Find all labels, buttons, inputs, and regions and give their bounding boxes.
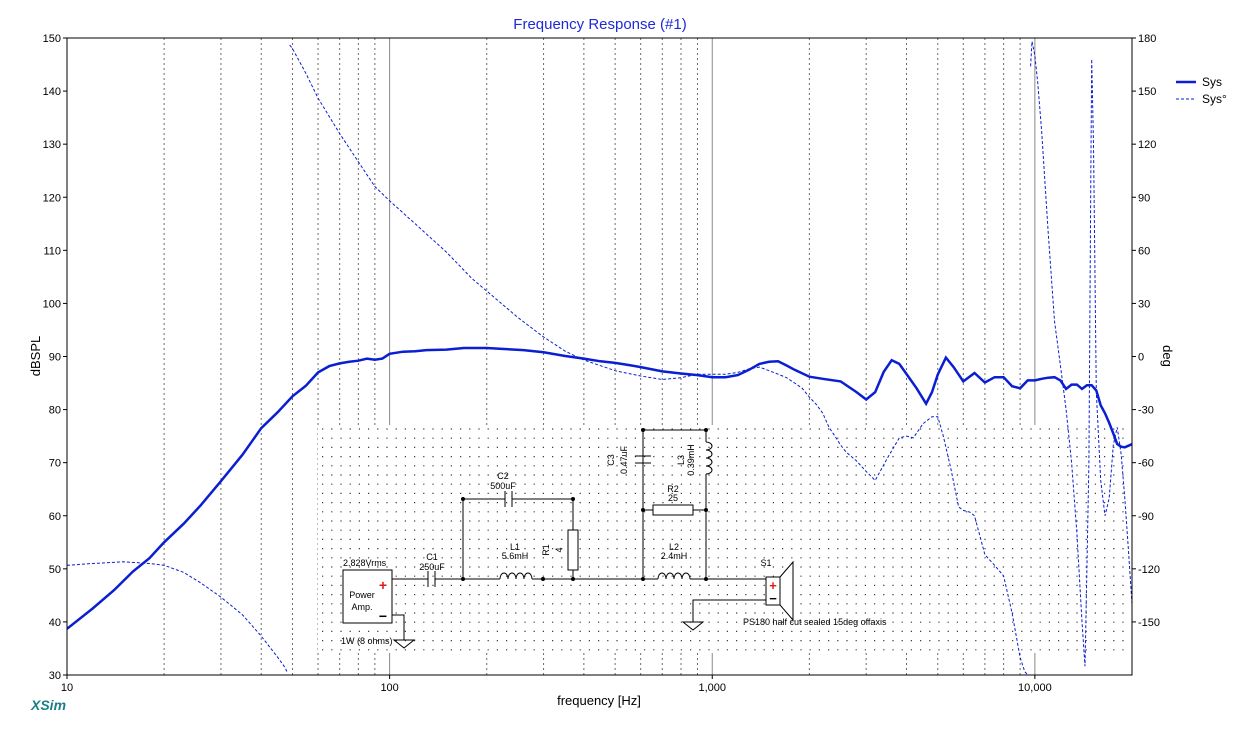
y2-tick-label: -60 [1138,458,1154,470]
schematic-junction [571,497,575,501]
l3-ref-label: L3 [676,455,686,465]
plot-traces [67,41,1132,675]
amplifier-block [342,569,393,624]
schematic-dot-grid [322,428,1124,651]
c1-ref-label: C1 [426,552,438,562]
y2-tick-label: 30 [1138,298,1150,310]
driver-ground-wire [692,599,766,622]
schematic-junction [704,508,708,512]
amplifier-power-label: 1W (8 ohms) [341,636,393,646]
s1-ref-label: S1 [760,558,771,568]
schematic-junction [541,577,545,581]
x-tick-label: 10,000 [1018,682,1052,694]
y-tick-label: 50 [49,564,61,576]
schematic-junction [641,508,645,512]
l2-ref-label: L2 [669,542,679,552]
y2-tick-label: 60 [1138,245,1150,257]
inductor-l3 [705,441,713,475]
xsim-logo: XSim [31,697,67,713]
ground-symbol [392,639,416,649]
schematic-junction [571,577,575,581]
r1-value-label: 4 [554,547,564,552]
y2-tick-label: -150 [1138,617,1160,629]
y2-tick-label: 0 [1138,352,1144,364]
amp-plus-terminal: + [379,577,387,593]
y-tick-label: 60 [49,511,61,523]
y-tick-label: 130 [43,139,61,151]
r2-value-label: 25 [668,493,678,503]
y-tick-label: 150 [43,33,61,45]
ground-symbol [681,621,705,631]
resistor-r1 [567,529,579,571]
c3-value-label: 0.47uF [619,445,629,474]
axis-ticks: 30405060708090100110120130140150-150-120… [43,33,1160,694]
amp-minus-terminal: − [379,608,387,624]
r2-ref-label: R2 [667,484,679,494]
chart-title: Frequency Response (#1) [513,16,686,33]
legend-label-sys: Sys [1202,75,1222,89]
y-tick-label: 100 [43,298,61,310]
resistor-r2 [652,504,694,516]
capacitor-c2 [504,491,513,507]
x-tick-label: 1,000 [698,682,726,694]
c2-value-label: 500uF [490,481,516,491]
x-tick-label: 100 [380,682,398,694]
schematic-junction [461,497,465,501]
x-axis-label: frequency [Hz] [557,693,641,708]
y2-tick-label: 180 [1138,33,1156,45]
y-tick-label: 140 [43,86,61,98]
y-tick-label: 110 [43,245,61,257]
schematic-junction [641,428,645,432]
amp-ground-wire [392,614,405,640]
r1-ref-label: R1 [541,544,551,556]
x-tick-label: 10 [61,682,73,694]
y2-axis-label: deg [1160,345,1175,367]
series-line-sys-phase [67,41,1132,675]
l3-value-label: 0.39mH [686,444,696,476]
y-tick-label: 80 [49,405,61,417]
y-tick-label: 40 [49,617,61,629]
legend-label-sys-phase: Sys° [1202,92,1227,106]
l1-value-label: 5.6mH [502,551,529,561]
y-tick-label: 70 [49,458,61,470]
series-line-sys [67,346,1132,630]
driver-cone [779,560,794,622]
c2-ref-label: C2 [497,471,509,481]
y2-tick-label: 120 [1138,139,1156,151]
schematic-junction [704,428,708,432]
amplifier-label: Power [349,590,375,600]
c1-value-label: 250uF [419,562,445,572]
schematic-junction [641,577,645,581]
y2-tick-label: 90 [1138,192,1150,204]
inductor-l1 [499,572,533,580]
inductor-l2 [657,572,691,580]
y-tick-label: 120 [43,192,61,204]
driver-minus-terminal: − [769,591,777,606]
y-tick-label: 30 [49,670,61,682]
amplifier-label: Amp. [351,602,372,612]
schematic-junction [461,577,465,581]
y2-tick-label: -30 [1138,405,1154,417]
source-voltage-label: 2.828Vrms [343,558,387,568]
y2-tick-label: -90 [1138,511,1154,523]
y-tick-label: 90 [49,352,61,364]
schematic-area [318,425,1134,653]
driver-description-label: PS180 half cut sealed 15deg offaxis [743,617,887,627]
y2-tick-label: 150 [1138,86,1156,98]
legend: Sys Sys° [1176,75,1227,106]
y2-tick-label: -120 [1138,564,1160,576]
l2-value-label: 2.4mH [661,551,688,561]
l1-ref-label: L1 [510,542,520,552]
driver-plus-terminal: + [769,578,777,593]
y-axis-label: dBSPL [28,336,43,376]
c3-ref-label: C3 [606,454,616,466]
